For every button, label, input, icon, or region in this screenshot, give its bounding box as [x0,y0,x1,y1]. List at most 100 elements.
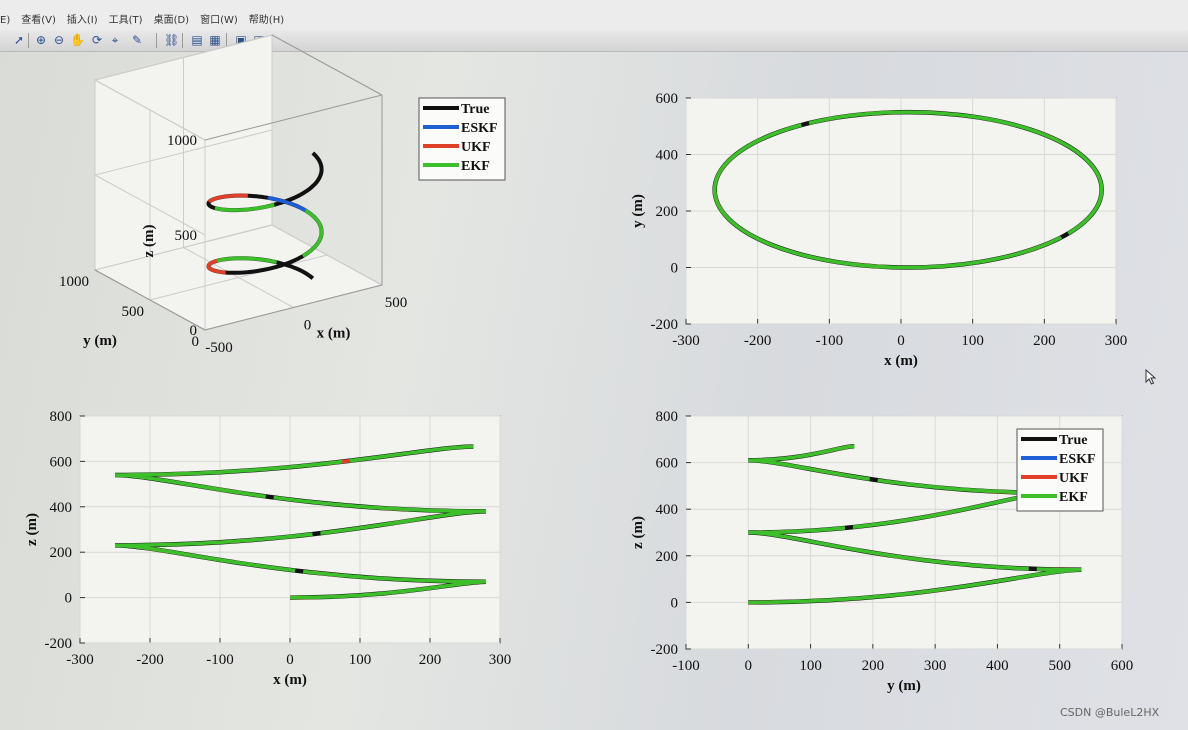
grid-line [149,254,328,301]
y-tick-label: 0 [65,591,73,607]
plot-yz: -100 0 100 200 300 400 500 600 -200 0 200 400 600 800… [630,409,1133,694]
series-ekf [712,110,1104,270]
hide-plot-tools-icon[interactable]: ▣ [235,33,247,47]
legend-label-true: True [1059,433,1088,448]
x-axis-label: x (m) [273,672,307,688]
brush-icon[interactable]: ✎ [131,33,143,47]
x-tick-label: -100 [816,333,844,349]
zoom-out-icon[interactable]: ⊖ [53,33,65,47]
y-tick-label: 800 [656,409,679,425]
rotate-icon[interactable]: ⟳ [91,33,103,47]
legend-label-ekf: EKF [461,159,490,174]
y-axis-label: z (m) [24,513,40,546]
series-ekf [114,444,487,600]
legend-label-ukf: UKF [461,140,491,155]
x-tick-label: 300 [924,658,947,674]
plot-xz: -300 -200 -100 0 100 200 300-2000200400600800x… [24,409,511,688]
legend: True ESKF UKF EKF [1016,428,1104,512]
x-tick-label: 100 [799,658,822,674]
y-tick-label: 600 [50,454,73,470]
x-tick-label: 0 [897,333,905,349]
grid-line [94,224,273,271]
x-tick-label: -200 [744,333,772,349]
menu-item-2[interactable]: 插入(I) [66,15,98,26]
y-tick-label: 400 [50,500,73,516]
x-tick-label: 100 [349,652,372,668]
insert-colorbar-icon[interactable]: ▤ [191,33,203,47]
legend-label-ekf: EKF [1059,490,1088,505]
x-tick-label: -300 [672,333,700,349]
legend: True ESKF UKF EKF [418,97,506,181]
x-tick-label: 100 [961,333,984,349]
menu-item-5[interactable]: 窗口(W) [200,15,238,26]
mouse-cursor-icon [1145,369,1157,385]
y-axis-label: y (m) [630,194,646,228]
legend-label-eskf: ESKF [461,121,498,136]
y-tick-label: 200 [50,545,73,561]
y-tick-label: 600 [656,456,679,472]
y-tick-label: -200 [45,636,73,652]
series-ukf [206,151,324,280]
y-tick-label: -200 [651,642,679,658]
y-tick-label: 0 [671,261,679,277]
x-tick-label: 0 [304,318,312,334]
x-tick-label: -200 [136,652,164,668]
y-tick-label: 800 [50,409,73,425]
x-tick-label: 0 [286,652,294,668]
toolbar-separator [182,33,183,48]
box-edge [204,284,383,331]
data-cursor-icon[interactable]: ⌖ [111,33,119,47]
figure-toolbar: ➚⊕⊖✋⟳⌖✎⛓▤▦▣◫ [0,30,1188,52]
x-axis-label: x (m) [884,353,918,369]
x-tick-label: 300 [1105,333,1128,349]
y-tick-label: 200 [656,204,679,220]
plot-xyz: 0 500 1000 -500 0 500 0 500 1000 x (m) y (m) z (m) T… [59,34,506,356]
x-tick-label: -500 [205,340,233,356]
link-icon[interactable]: ⛓ [164,33,180,47]
z-tick-label: 1000 [167,133,197,149]
menu-item-6[interactable]: 帮助(H) [248,15,285,26]
x-axis-label: x (m) [317,326,351,342]
insert-legend-icon[interactable]: ▦ [209,33,221,47]
z-axis-label: z (m) [141,225,157,258]
x-tick-label: 400 [986,658,1009,674]
y-tick-label: 500 [122,304,145,320]
legend-label-ukf: UKF [1059,471,1089,486]
legend-label-true: True [461,102,490,117]
y-axis-label: y (m) [83,333,117,349]
z-tick-label: 0 [190,323,198,339]
z-tick-label: 500 [175,228,198,244]
y-tick-label: 0 [192,334,200,350]
x-tick-label: -300 [66,652,94,668]
y-tick-label: 1000 [59,274,89,290]
watermark: CSDN @BuleL2HX [1060,706,1160,719]
box-edge [271,34,383,96]
y-tick-label: 600 [656,91,679,107]
x-tick-label: 500 [1048,658,1071,674]
x-tick-label: 300 [489,652,512,668]
x-tick-label: -100 [672,658,700,674]
menu-item-4[interactable]: 桌面(D) [153,15,190,26]
x-axis-label: y (m) [887,678,921,694]
box-edge [94,269,206,331]
x-tick-label: 500 [385,295,408,311]
y-tick-label: 400 [656,148,679,164]
y-axis-label: z (m) [630,516,646,549]
x-tick-label: 200 [419,652,442,668]
y-tick-label: -200 [651,317,679,333]
menu-item-0[interactable]: E) [0,15,11,26]
legend-label-eskf: ESKF [1059,452,1096,467]
series-ekf [206,151,324,280]
box-edge [204,94,383,141]
series-ekf [748,444,1082,605]
y-tick-label: 400 [656,502,679,518]
toolbar-separator [156,33,157,48]
menu-item-3[interactable]: 工具(T) [108,15,143,26]
pan-icon[interactable]: ✋ [70,33,85,47]
pointer-icon[interactable]: ➚ [13,33,25,47]
zoom-in-icon[interactable]: ⊕ [35,33,47,47]
menu-item-1[interactable]: 查看(V) [21,15,56,26]
x-tick-label: 200 [862,658,885,674]
